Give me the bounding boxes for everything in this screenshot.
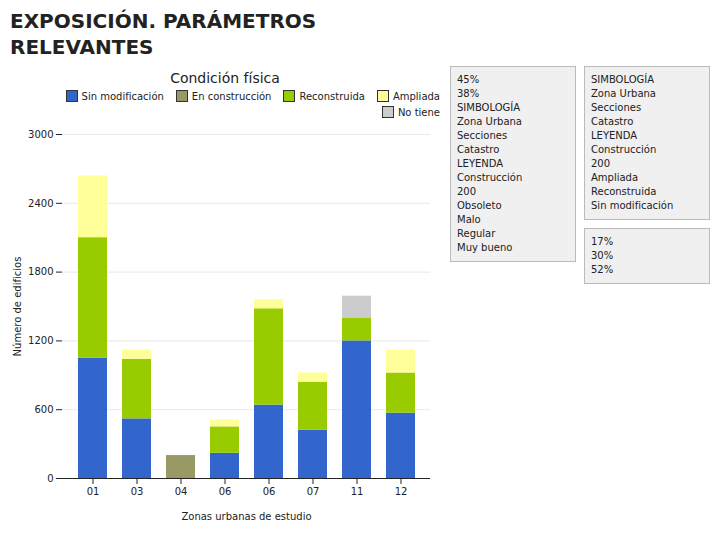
html-text:Secciones: Secciones: [591, 102, 642, 113]
html-text:SIMBOLOGÍA: SIMBOLOGÍA: [591, 74, 655, 85]
html-text:Secciones: Secciones: [457, 130, 508, 141]
svg-text:06: 06: [263, 486, 276, 497]
html-text:38%: 38%: [457, 88, 480, 99]
html-text:Construcción: Construcción: [591, 144, 657, 155]
svg-text:Zonas urbanas de estudio: Zonas urbanas de estudio: [181, 511, 311, 522]
svg-text:07: 07: [307, 486, 320, 497]
html-text:Zona Urbana: Zona Urbana: [457, 116, 522, 127]
svg-text:1800: 1800: [28, 266, 53, 277]
svg-text:01: 01: [87, 486, 100, 497]
html-text:17%: 17%: [591, 236, 614, 247]
html-text:Construcción: Construcción: [457, 172, 523, 183]
html-text:Reconstruida: Reconstruida: [591, 186, 657, 197]
html-text:Malo: Malo: [457, 214, 481, 225]
svg-text:0: 0: [47, 473, 53, 484]
html-text:Catastro: Catastro: [457, 144, 500, 155]
html-text:Catastro: Catastro: [591, 116, 634, 127]
svg-text:600: 600: [34, 404, 53, 415]
svg-text:04: 04: [175, 486, 188, 497]
html-text:200: 200: [591, 158, 611, 169]
html-text:LEYENDA: LEYENDA: [591, 130, 638, 141]
html-text:52%: 52%: [591, 264, 614, 275]
html-text:Obsoleto: Obsoleto: [457, 200, 502, 211]
svg-text:11: 11: [351, 486, 364, 497]
svg-text:1200: 1200: [28, 335, 53, 346]
html-text:Regular: Regular: [457, 228, 496, 239]
html-text:Zona Urbana: Zona Urbana: [591, 88, 656, 99]
svg-text:12: 12: [395, 486, 408, 497]
html-text:Reconstruida: Reconstruida: [299, 90, 365, 102]
html-text:Sin modificación: Sin modificación: [81, 90, 164, 102]
svg-text:06: 06: [219, 486, 232, 497]
html-text:LEYENDA: LEYENDA: [457, 158, 504, 169]
html-text:Condición física: Condición física: [170, 70, 280, 86]
html-text:En construcción: En construcción: [191, 90, 272, 102]
html-text:Ampliada: Ampliada: [591, 172, 639, 183]
html-text:No tiene: No tiene: [397, 106, 440, 118]
html-text:30%: 30%: [591, 250, 614, 261]
svg-text:03: 03: [131, 486, 144, 497]
svg-text:2400: 2400: [28, 198, 53, 209]
html-text:RELEVANTES: RELEVANTES: [10, 35, 154, 59]
html-text:200: 200: [457, 186, 477, 197]
html-text:Ampliada: Ampliada: [392, 90, 440, 102]
svg-text:3000: 3000: [28, 129, 53, 140]
html-text:Sin modificación: Sin modificación: [591, 200, 674, 211]
html-text:SIMBOLOGÍA: SIMBOLOGÍA: [457, 102, 521, 113]
html-text:EXPOSICIÓN. PARÁMETROS: EXPOSICIÓN. PARÁMETROS: [10, 9, 317, 33]
html-text:45%: 45%: [457, 74, 480, 85]
html-text:Muy bueno: Muy bueno: [457, 242, 513, 253]
svg-text:Número de edificios: Número de edificios: [12, 257, 23, 357]
